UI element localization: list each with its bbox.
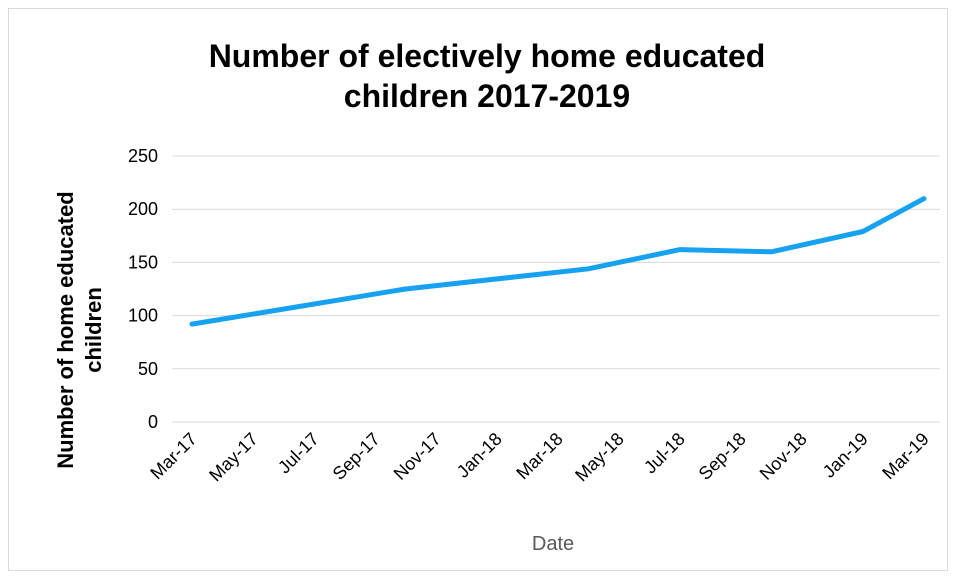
chart-title: Number of electively home educated child… xyxy=(8,36,958,116)
chart-title-line-1: Number of electively home educated xyxy=(208,38,766,74)
x-tick-label: Jul-18 xyxy=(640,429,689,478)
x-tick-label: Mar-17 xyxy=(146,429,200,483)
chart-frame xyxy=(8,8,948,571)
y-tick-label: 100 xyxy=(128,306,158,326)
x-tick-label: Sep-18 xyxy=(695,429,750,484)
series-line xyxy=(189,196,927,327)
x-tick-label: Sep-17 xyxy=(329,429,384,484)
x-tick-labels: Mar-17 May-17 Jul-17 Sep-17 Nov-17 Jan-18 Mar-… xyxy=(146,429,932,486)
x-tick-label: Nov-18 xyxy=(756,429,811,484)
y-tick-label: 0 xyxy=(148,412,158,432)
y-tick-labels: 0 50 100 150 200 250 xyxy=(128,146,158,432)
y-tick-label: 200 xyxy=(128,199,158,219)
gridlines xyxy=(172,155,940,423)
x-tick-label: Jan-19 xyxy=(819,429,872,482)
x-tick-label: Jul-17 xyxy=(274,429,323,478)
y-tick-label: 150 xyxy=(128,252,158,272)
x-tick-label: May-17 xyxy=(205,429,262,486)
series-line-group xyxy=(189,196,927,327)
x-tick-label: Nov-17 xyxy=(390,429,445,484)
x-tick-label: May-18 xyxy=(571,429,628,486)
x-tick-label: Mar-19 xyxy=(878,429,932,483)
y-tick-label: 50 xyxy=(138,359,158,379)
x-tick-label: Mar-18 xyxy=(512,429,566,483)
chart-title-line-2: children 2017-2019 xyxy=(343,78,631,114)
x-axis-title: Date xyxy=(532,533,574,555)
y-tick-label: 250 xyxy=(128,146,158,166)
y-axis-title-line-2: children xyxy=(81,287,106,373)
x-tick-label: Jan-18 xyxy=(453,429,506,482)
y-axis-title-line-1: Number of home educated xyxy=(53,191,78,468)
